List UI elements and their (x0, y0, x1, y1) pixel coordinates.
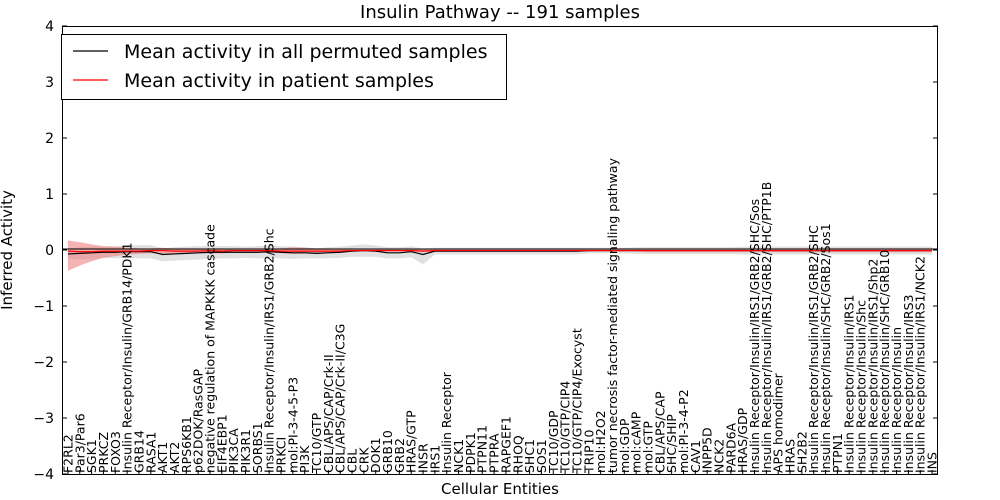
x-tick-label: PIK3CA (226, 428, 241, 473)
x-tick-label: Insulin Receptor/Insulin/IRS1/GRB2/SHC (806, 225, 821, 473)
x-tick-label: HRAS (783, 439, 798, 473)
x-tick-label: RHOQ (510, 435, 525, 473)
x-tick-label: PIK3R1 (238, 429, 253, 473)
x-tick-label: Insulin Receptor/Insulin/IRS1 (842, 295, 857, 473)
x-tick-label: Insulin Receptor/Insulin/IRS1/NCK2 (913, 256, 928, 473)
x-tick-label: Insulin Receptor/Insulin/IRS1/Shp2 (865, 259, 880, 473)
chart-title: Insulin Pathway -- 191 samples (360, 2, 640, 23)
x-tick-label: Insulin Receptor/Insulin/IRS3 (901, 295, 916, 473)
x-tick-label: mol:GDP (617, 418, 632, 473)
x-tick-label: Insulin Receptor/Insulin/GRB14/PDK1 (120, 242, 135, 473)
x-tick-label: PI3K (297, 445, 312, 473)
x-tick-label: Insulin Receptor/Insulin/SHC/GRB2/Sos1 (818, 223, 833, 473)
patient-mean-line (67, 249, 933, 253)
x-tick-label: FOXO3 (108, 431, 123, 473)
x-tick-label: GRB10 (380, 430, 395, 473)
x-tick-label: CBL (345, 449, 360, 473)
x-tick-label: AKT2 (167, 442, 182, 473)
x-tick-label: Insulin Receptor/Insulin/Shc (854, 300, 869, 473)
x-axis-label: Cellular Entities (441, 480, 559, 498)
x-tick-label: CBL/APS/CAP/Crk-II/C3G (333, 324, 348, 473)
x-tick-label: mol:cAMP (629, 411, 644, 473)
x-tick-label: mol:PI-3-4-P2 (676, 389, 691, 473)
y-tick-label: 0 (45, 243, 54, 259)
x-tick-label: Insulin Receptor/Insulin/IRS1/GRB2/SHC/P… (759, 182, 774, 473)
x-tick-label: PRKCI (274, 437, 289, 473)
x-tick-label: TC10/GTP/CIP4/Exocyst (569, 328, 584, 474)
x-tick-label: mol:GTP (640, 421, 655, 473)
x-tick-label: mol:PI-3-4-5-P3 (285, 377, 300, 473)
x-tick-label: mol:H2O2 (593, 410, 608, 473)
x-tick-label: RAPGEF1 (498, 416, 513, 473)
x-tick-label: NCK1 (451, 439, 466, 473)
x-tick-label: p62DOK/RasGAP (191, 368, 206, 473)
legend-box (61, 34, 507, 100)
y-tick-label: −2 (33, 355, 54, 371)
y-axis-ticks: −4 −3 −2 −1 0 1 2 3 4 (33, 19, 938, 483)
legend-label-permuted: Mean activity in all permuted samples (124, 41, 487, 63)
x-tick-label: HRAS/GDP (735, 407, 750, 473)
x-tick-label: INPP5D (700, 427, 715, 473)
x-tick-label: PTPN1 (830, 433, 845, 473)
x-tick-label: PARD6A (723, 422, 738, 473)
x-tick-label: GRB14 (131, 430, 146, 473)
x-tick-label: F2RL2 (60, 434, 75, 473)
series-lines (67, 249, 933, 256)
x-tick-label: HRAS/GTP (404, 410, 419, 473)
y-tick-label: −1 (33, 299, 54, 315)
legend: Mean activity in all permuted samples Me… (61, 34, 507, 100)
x-tick-label: PTPN11 (475, 425, 490, 473)
x-tick-label: CBL/APS/CAP (652, 391, 667, 473)
x-tick-label: tumor necrosis factor-mediated signaling… (605, 157, 620, 473)
x-tick-label: EIF4EBP1 (214, 414, 229, 473)
x-tick-label: Insulin Receptor/Insulin/SHC/GRB10 (877, 250, 892, 473)
x-tick-label: Insulin Receptor/Insulin/IRS1/GRB2/SHC/S… (747, 199, 762, 473)
x-tick-label: CRK (356, 447, 371, 473)
x-tick-label: SH2B2 (794, 431, 809, 473)
x-tick-label: SORBS1 (250, 422, 265, 473)
x-tick-label: TRIP10 (581, 430, 596, 474)
x-tick-label: PDPK1 (463, 432, 478, 473)
x-tick-label: SHC1 (522, 439, 537, 473)
x-tick-label: Par3/Par6 (72, 413, 87, 473)
x-tick-label: TC10/GDP (546, 410, 561, 474)
x-tick-label: CBL/APS/CAP/Crk-II (321, 354, 336, 473)
x-tick-label: IRS1 (427, 445, 442, 473)
x-tick-label: PTPRA (487, 433, 502, 473)
y-axis-label: Inferred Activity (0, 190, 16, 310)
x-tick-label: PRKCZ (96, 432, 111, 473)
x-tick-label: SHC/SHIP (664, 414, 679, 473)
x-tick-label: SOS1 (534, 439, 549, 473)
x-tick-label: AKT1 (155, 442, 170, 473)
x-tick-label: NCK2 (712, 439, 727, 473)
y-tick-label: −3 (33, 411, 54, 427)
x-tick-label: RASA1 (143, 432, 158, 473)
x-tick-label: GRB2 (392, 438, 407, 473)
legend-label-patient: Mean activity in patient samples (124, 70, 434, 92)
x-tick-label: INS (925, 452, 940, 473)
x-tick-label: INSR (416, 443, 431, 473)
x-tick-label: negative regulation of MAPKKK cascade (202, 224, 217, 473)
x-tick-label: Insulin Receptor (439, 371, 454, 473)
y-tick-label: 2 (45, 131, 54, 147)
x-tick-label: Insulin Receptor/Insulin/IRS1/GRB2/Shc (262, 228, 277, 473)
x-tick-label: DOK1 (368, 437, 383, 473)
x-tick-label: SGK1 (84, 439, 99, 473)
y-tick-label: 4 (45, 19, 54, 35)
y-tick-label: −4 (33, 467, 54, 483)
x-tick-label: APS homodimer (771, 372, 786, 473)
x-tick-label: Insulin Receptor/Insulin (889, 327, 904, 473)
x-tick-label: TC10/GTP (309, 412, 324, 474)
x-tick-label: RPS6KB1 (179, 416, 194, 473)
y-tick-label: 3 (45, 75, 54, 91)
x-tick-label: TC10/GTP/CIP4 (558, 381, 573, 474)
x-tick-label: CAV1 (688, 440, 703, 473)
y-tick-label: 1 (45, 187, 54, 203)
